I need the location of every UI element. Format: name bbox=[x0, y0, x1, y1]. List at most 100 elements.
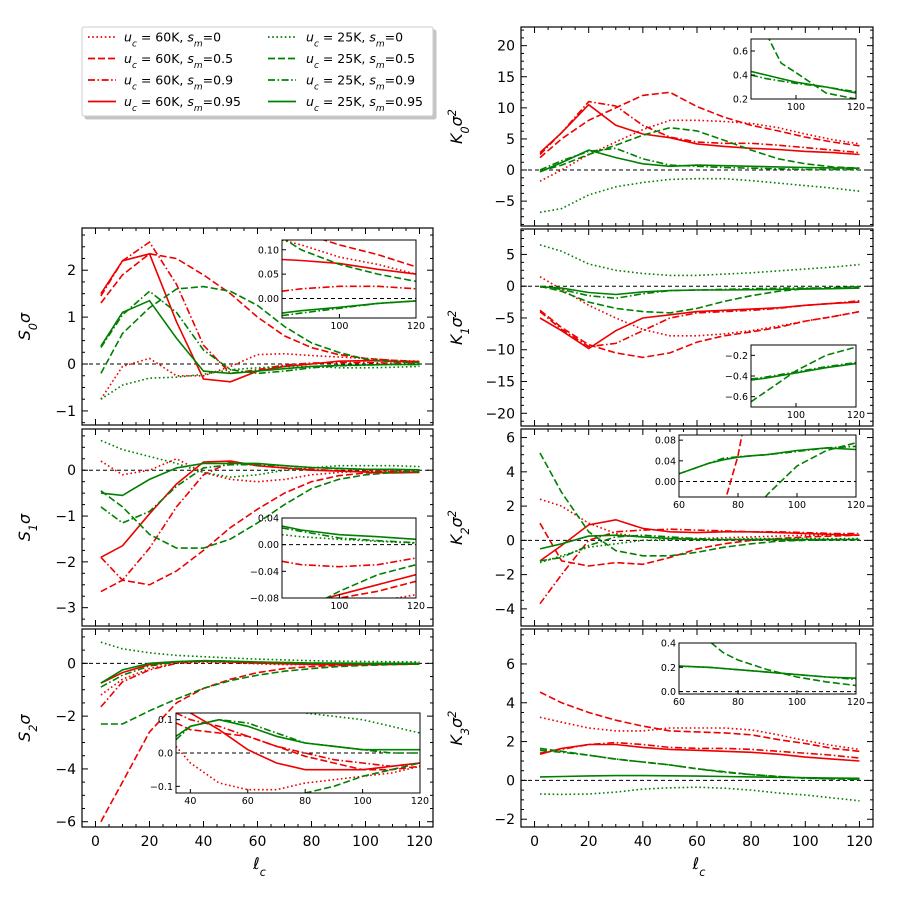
series-line-K3-3 bbox=[539, 743, 860, 762]
inset-x-tick-label: 100 bbox=[788, 697, 806, 708]
inset-x-tick-label: 80 bbox=[732, 697, 744, 708]
inset-series-line-S1-2 bbox=[282, 557, 416, 568]
series-line-S1-5 bbox=[100, 470, 420, 549]
inset-K1: 100 120 −0.6 −0.4 −0.2 bbox=[725, 344, 865, 421]
inset-background bbox=[751, 345, 856, 407]
inset-S1: 100 120 −0.08 −0.04 0.00 0.04 bbox=[250, 514, 425, 613]
y-axis-label: S2σ bbox=[15, 713, 40, 741]
y-tick-label: −1 bbox=[55, 404, 76, 420]
series-line-S2-4 bbox=[100, 641, 420, 663]
inset-frame bbox=[281, 517, 417, 599]
x-tick-label: 20 bbox=[141, 834, 159, 850]
y-tick-label: −5 bbox=[494, 194, 515, 210]
inset-background bbox=[679, 643, 856, 694]
legend-label: uc = 25K, sm=0.9 bbox=[306, 73, 415, 93]
x-axis-label: ℓc bbox=[692, 854, 706, 879]
inset-series-line-S0-2 bbox=[282, 285, 416, 292]
inset-frame bbox=[678, 642, 857, 695]
inset-series-line-K1-2 bbox=[751, 362, 856, 381]
y-tick-label: −3 bbox=[55, 601, 76, 617]
inset-y-tick-label: −0.4 bbox=[725, 372, 748, 383]
inset-series-line-S2-5 bbox=[176, 762, 420, 793]
y-tick-label: −15 bbox=[485, 375, 515, 391]
inset-x-tick-label: 100 bbox=[330, 321, 348, 332]
series-line-K0-4 bbox=[539, 177, 860, 214]
series-line-K2-0 bbox=[539, 498, 860, 540]
x-tick-label: 0 bbox=[530, 834, 539, 850]
series-line-S1-7 bbox=[100, 462, 420, 497]
inset-series-line-S1-6 bbox=[282, 527, 416, 544]
inset-background bbox=[282, 518, 416, 598]
legend-label: uc = 60K, sm=0.95 bbox=[124, 94, 241, 114]
inset-frame bbox=[750, 38, 857, 100]
inset-series-line-S2-7 bbox=[176, 718, 420, 751]
legend-label: uc = 60K, sm=0 bbox=[124, 30, 221, 50]
series-line-K1-7 bbox=[539, 286, 860, 296]
inset-y-tick-label: 0.0 bbox=[158, 749, 173, 760]
inset-series-line-K0-1 bbox=[751, 74, 856, 93]
legend-label: uc = 25K, sm=0.95 bbox=[306, 94, 423, 114]
y-tick-label: 0 bbox=[506, 279, 515, 295]
inset-y-tick-label: −0.08 bbox=[250, 594, 279, 605]
inset-series-line-S2-4 bbox=[303, 713, 420, 734]
series-line-K0-7 bbox=[539, 149, 860, 173]
y-tick-label: −2 bbox=[494, 568, 515, 584]
y-axis-label: S0σ bbox=[15, 312, 40, 340]
y-tick-label: −10 bbox=[485, 343, 515, 359]
y-tick-label: 4 bbox=[506, 465, 515, 481]
inset-x-tick-label: 40 bbox=[184, 796, 196, 807]
inset-series-line-S0-1 bbox=[321, 240, 416, 268]
series-line-K1-0 bbox=[539, 276, 860, 337]
series-line-K1-2 bbox=[539, 300, 860, 348]
y-tick-label: −4 bbox=[494, 602, 515, 618]
legend-label: uc = 25K, sm=0.5 bbox=[306, 51, 415, 71]
x-tick-label: 20 bbox=[580, 834, 598, 850]
series-line-K0-5 bbox=[539, 126, 860, 173]
series-line-K3-1 bbox=[539, 691, 860, 753]
inset-y-tick-label: 0.05 bbox=[258, 270, 279, 281]
series-line-K0-1 bbox=[539, 91, 860, 159]
y-tick-label: −1 bbox=[55, 509, 76, 525]
y-axis-label: K1σ2 bbox=[446, 310, 472, 345]
inset-x-tick-label: 120 bbox=[847, 500, 865, 511]
inset-x-tick-label: 100 bbox=[788, 500, 806, 511]
inset-series-line-S0-7 bbox=[282, 300, 416, 314]
x-tick-label: 60 bbox=[688, 834, 706, 850]
inset-x-tick-label: 100 bbox=[787, 102, 805, 113]
inset-y-tick-label: 0.2 bbox=[661, 663, 676, 674]
inset-series-line-K2-1 bbox=[764, 442, 856, 497]
inset-background bbox=[282, 240, 416, 318]
panel-S2: 0 20 40 60 80 100 120 −6 −4 −2 0 S2σ ℓc 40 60 80 100 120 −… bbox=[15, 628, 434, 879]
inset-series-line-S1-4 bbox=[282, 533, 416, 545]
inset-x-tick-label: 100 bbox=[354, 796, 372, 807]
inset-y-tick-label: 0.10 bbox=[258, 245, 279, 256]
legend-frame bbox=[81, 26, 434, 117]
series-line-K3-7 bbox=[539, 774, 860, 780]
legend-label: uc = 25K, sm=0 bbox=[306, 30, 403, 50]
series-line-S0-2 bbox=[100, 240, 420, 375]
series-line-K2-6 bbox=[539, 534, 860, 562]
panel-S1: −3 −2 −1 0 S1σ 100 120 −0.08 −0.04 0.00 0.04 bbox=[15, 428, 434, 627]
panel-S0: −1 0 1 2 S0σ 100 120 0.00 0.05 0.10 bbox=[15, 227, 434, 426]
inset-x-tick-label: 120 bbox=[411, 796, 429, 807]
y-tick-label: 0 bbox=[506, 773, 515, 789]
inset-y-tick-label: 0.04 bbox=[258, 514, 279, 525]
series-line-K0-3 bbox=[539, 103, 860, 156]
inset-y-tick-label: −0.2 bbox=[725, 351, 748, 362]
inset-x-tick-label: 60 bbox=[673, 500, 685, 511]
y-tick-label: 2 bbox=[67, 263, 76, 279]
inset-background bbox=[679, 435, 856, 497]
x-tick-label: 80 bbox=[303, 834, 321, 850]
legend-label: uc = 60K, sm=0.5 bbox=[124, 51, 233, 71]
inset-y-tick-label: 0.1 bbox=[158, 715, 173, 726]
y-tick-label: 2 bbox=[506, 499, 515, 515]
y-tick-label: −2 bbox=[494, 812, 515, 828]
inset-S2: 40 60 80 100 120 −0.1 0.0 0.1 bbox=[150, 712, 429, 807]
y-tick-label: 15 bbox=[497, 70, 515, 86]
inset-series-line-S2-1 bbox=[176, 722, 420, 771]
series-line-K3-4 bbox=[539, 786, 860, 802]
legend-label: uc = 60K, sm=0.9 bbox=[124, 73, 233, 93]
inset-x-tick-label: 120 bbox=[407, 321, 425, 332]
series-line-K1-3 bbox=[539, 301, 860, 350]
